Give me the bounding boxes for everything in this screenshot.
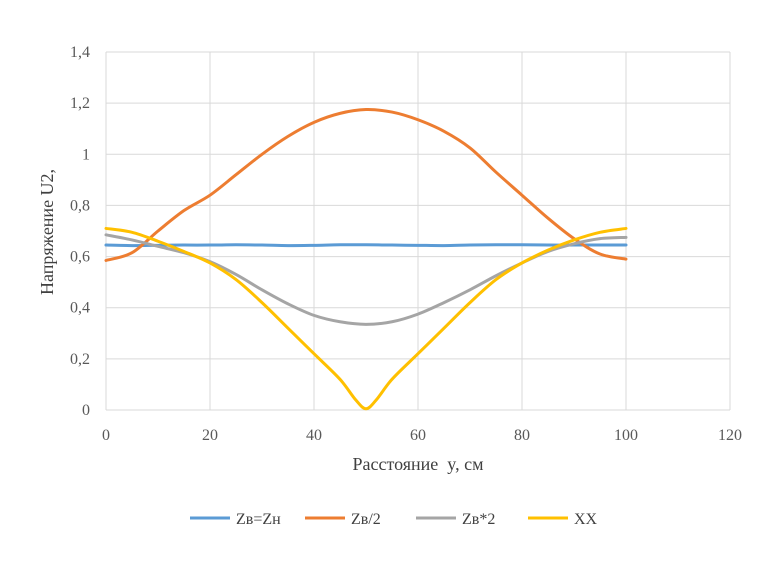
y-tick-label: 0,4 — [70, 300, 90, 317]
gridlines — [105, 51, 731, 411]
x-tick-label: 80 — [514, 427, 530, 444]
y-axis-title: Напряжение U2, — [37, 169, 57, 295]
legend-label: XX — [574, 511, 598, 528]
y-axis-ticks: 0 0,2 0,4 0,6 0,8 1 1,2 1,4 — [70, 44, 90, 419]
legend-label: Zв/2 — [351, 511, 381, 528]
y-tick-label: 1 — [82, 146, 90, 163]
x-tick-label: 120 — [718, 427, 742, 444]
legend: Zв=Zн Zв/2 Zв*2 XX — [190, 511, 598, 528]
y-tick-label: 1,4 — [70, 44, 90, 61]
x-axis-ticks: 0 20 40 60 80 100 120 — [102, 427, 742, 444]
x-tick-label: 100 — [614, 427, 638, 444]
y-tick-label: 0,8 — [70, 197, 90, 214]
series-line-1 — [104, 243, 628, 248]
y-tick-label: 0 — [82, 402, 90, 419]
x-axis-title: Расстояние y, см — [352, 454, 483, 474]
series-line-2 — [104, 108, 628, 262]
legend-label: Zв=Zн — [236, 511, 281, 528]
x-tick-label: 20 — [202, 427, 218, 444]
series-line-3 — [104, 233, 628, 326]
y-tick-label: 0,2 — [70, 351, 90, 368]
y-tick-label: 0,6 — [70, 249, 90, 266]
legend-label: Zв*2 — [462, 511, 495, 528]
x-tick-label: 0 — [102, 427, 110, 444]
series-lines — [104, 108, 628, 411]
x-tick-label: 40 — [306, 427, 322, 444]
y-tick-label: 1,2 — [70, 95, 90, 112]
series-line-4 — [104, 226, 628, 411]
x-tick-label: 60 — [410, 427, 426, 444]
